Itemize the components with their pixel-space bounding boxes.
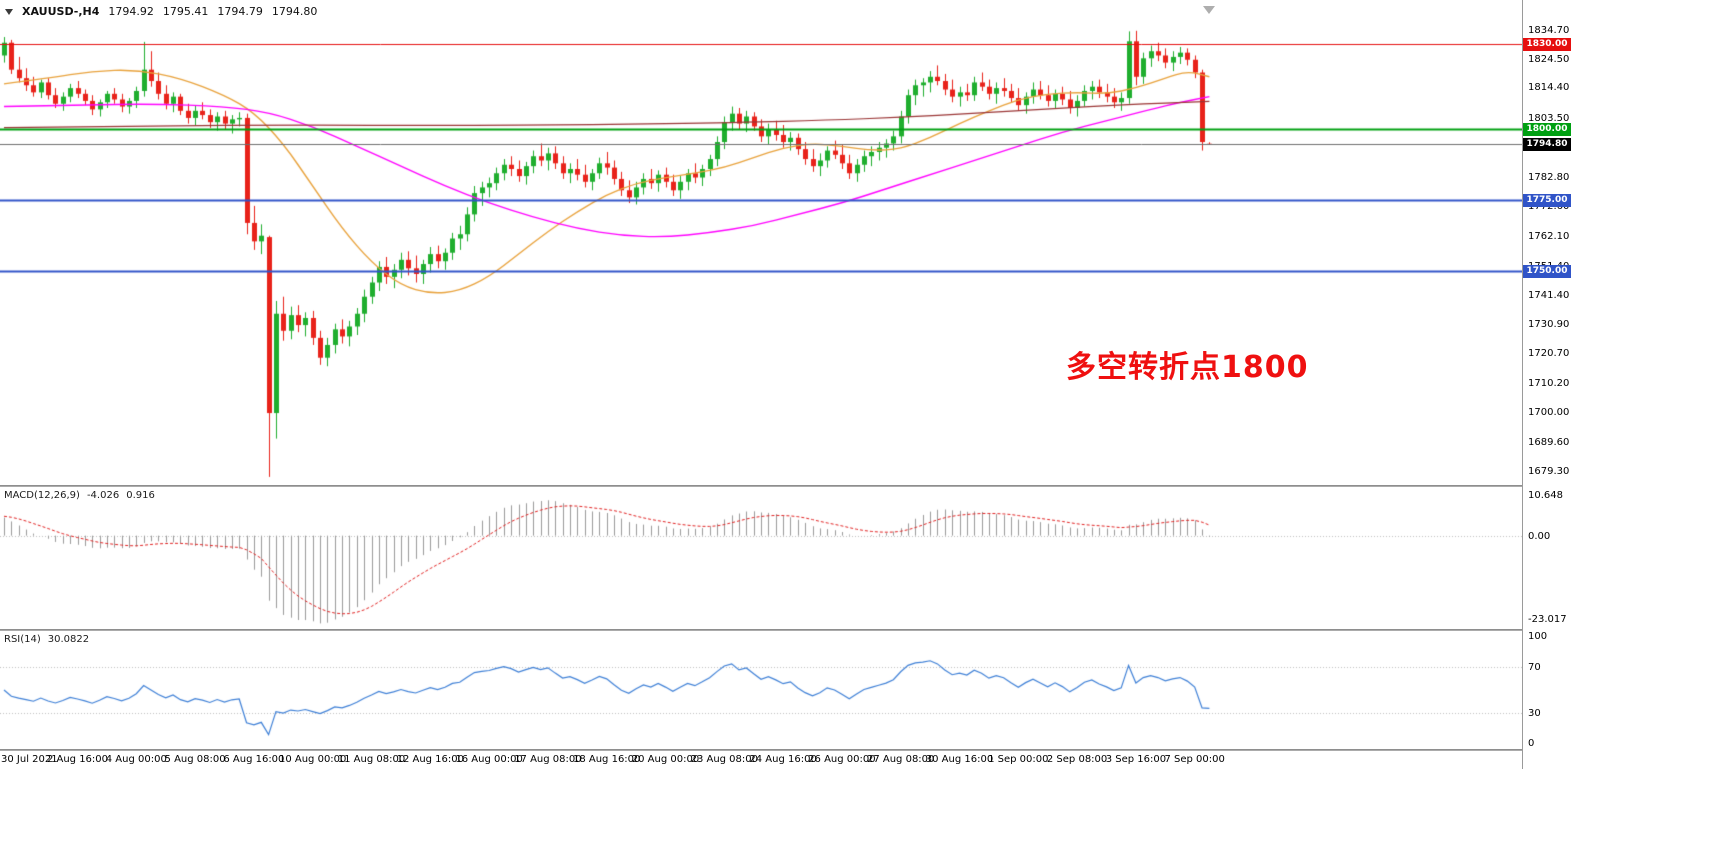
rsi-tick-label: 30: [1528, 708, 1541, 720]
time-tick-label: 30 Jul 2021: [1, 754, 58, 765]
price-tick-label: 1814.40: [1528, 82, 1570, 94]
high-value: 1795.41: [162, 5, 209, 18]
rsi-value: 30.0822: [47, 634, 90, 645]
time-tick-label: 10 Aug 00:00: [278, 754, 347, 765]
time-tick-label: 30 Aug 16:00: [925, 754, 994, 765]
rsi-tick-label: 70: [1528, 661, 1541, 673]
panel-splitter[interactable]: [0, 485, 1729, 487]
price-tick-label: 1762.10: [1528, 230, 1570, 242]
time-tick-label: 16 Aug 00:00: [455, 754, 523, 765]
panel-splitter[interactable]: [0, 749, 1729, 751]
price-tick-label: 1824.50: [1528, 53, 1570, 65]
chart-shift-marker-icon[interactable]: [1203, 6, 1215, 14]
chart-info-bar: XAUUSD-,H4 1794.92 1795.41 1794.79 1794.…: [5, 5, 317, 18]
chart-annotation-text[interactable]: 多空转折点1800: [1066, 350, 1309, 385]
time-tick-label: 27 Aug 08:00: [866, 754, 935, 765]
rsi-name: RSI(14): [4, 634, 41, 645]
price-tick-label: 1834.70: [1528, 24, 1570, 36]
time-tick-label: 17 Aug 08:00: [514, 754, 582, 765]
price-tick-label: 1689.60: [1528, 436, 1570, 448]
macd-indicator-label: MACD(12,26,9) -4.026 0.916: [4, 490, 155, 501]
price-tick-label: 1700.00: [1528, 407, 1570, 419]
current-price-badge: 1794.80: [1523, 137, 1571, 151]
price-tick-label: 1803.50: [1528, 113, 1570, 125]
price-axis-border: [1522, 0, 1523, 769]
rsi-tick-label: 100: [1528, 631, 1548, 642]
open-value: 1794.92: [108, 5, 154, 18]
price-tick-label: 1720.70: [1528, 348, 1570, 360]
time-tick-label: 23 Aug 08:00: [690, 754, 759, 765]
price-tick-label: 1679.30: [1528, 465, 1570, 477]
time-tick-label: 4 Aug 00:00: [105, 754, 167, 765]
time-tick-label: 2 Sep 08:00: [1046, 754, 1108, 765]
symbol-timeframe-label: XAUUSD-,H4: [22, 5, 100, 18]
panel-splitter[interactable]: [0, 629, 1729, 631]
macd-signal-value: 0.916: [126, 490, 155, 501]
price-level-badge: 1750.00: [1523, 264, 1571, 278]
price-chart-canvas[interactable]: [0, 0, 1523, 769]
time-tick-label: 20 Aug 00:00: [631, 754, 700, 765]
macd-main-value: -4.026: [86, 490, 120, 501]
close-value: 1794.80: [271, 5, 318, 18]
price-level-badge: 1775.00: [1523, 193, 1571, 207]
price-tick-label: 1730.90: [1528, 319, 1570, 331]
time-tick-label: 18 Aug 16:00: [572, 754, 641, 765]
time-tick-label: 24 Aug 16:00: [749, 754, 817, 765]
macd-tick-label: 10.648: [1528, 490, 1563, 502]
time-tick-label: 3 Sep 16:00: [1105, 754, 1167, 765]
time-tick-label: 7 Sep 00:00: [1164, 754, 1225, 765]
macd-name: MACD(12,26,9): [4, 490, 80, 501]
time-tick-label: 1 Sep 00:00: [988, 754, 1049, 765]
one-click-trading-toggle-icon[interactable]: [5, 8, 13, 15]
time-tick-label: 26 Aug 00:00: [808, 754, 876, 765]
macd-tick-label: 0.00: [1528, 530, 1551, 542]
rsi-indicator-label: RSI(14) 30.0822: [4, 634, 89, 645]
time-tick-label: 5 Aug 08:00: [164, 754, 226, 765]
price-level-badge: 1800.00: [1523, 122, 1571, 136]
rsi-tick-label: 0: [1528, 738, 1535, 749]
price-tick-label: 1741.40: [1528, 289, 1570, 301]
time-tick-label: 12 Aug 16:00: [396, 754, 465, 765]
price-level-badge: 1830.00: [1523, 37, 1571, 51]
time-tick-label: 11 Aug 08:00: [337, 754, 406, 765]
time-axis[interactable]: 30 Jul 2021 2 Aug 16:00 4 Aug 00:00 5 Aug 0…: [0, 751, 1523, 769]
time-tick-label: 2 Aug 16:00: [46, 754, 109, 765]
price-tick-label: 1782.80: [1528, 172, 1570, 184]
price-tick-label: 1710.20: [1528, 378, 1570, 390]
low-value: 1794.79: [217, 5, 263, 18]
macd-tick-label: -23.017: [1528, 614, 1567, 625]
price-axis[interactable]: 1834.701824.501814.401803.501794.001782.…: [1523, 0, 1729, 769]
time-tick-label: 6 Aug 16:00: [223, 754, 285, 765]
